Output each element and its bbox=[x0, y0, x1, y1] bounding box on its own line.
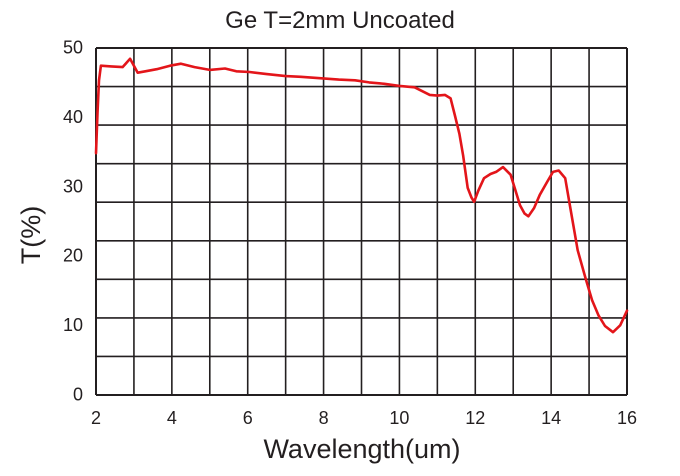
y-axis-ticks: 0 10 20 30 40 50 bbox=[63, 38, 83, 405]
chart-title: Ge T=2mm Uncoated bbox=[225, 7, 455, 34]
x-tick-label: 6 bbox=[243, 408, 253, 428]
x-tick-label: 12 bbox=[465, 408, 485, 428]
y-axis-label: T(%) bbox=[16, 206, 46, 264]
x-tick-label: 16 bbox=[617, 408, 637, 428]
x-tick-label: 10 bbox=[389, 408, 409, 428]
y-tick-label: 0 bbox=[73, 385, 83, 405]
x-tick-label: 14 bbox=[541, 408, 561, 428]
y-tick-label: 40 bbox=[63, 107, 83, 127]
y-tick-label: 30 bbox=[63, 176, 83, 196]
y-tick-label: 50 bbox=[63, 38, 83, 58]
x-axis-label: Wavelength(um) bbox=[263, 434, 460, 464]
x-tick-label: 8 bbox=[319, 408, 329, 428]
y-tick-label: 10 bbox=[63, 315, 83, 335]
y-tick-label: 20 bbox=[63, 246, 83, 266]
x-axis-ticks: 2 4 6 8 10 12 14 16 bbox=[91, 408, 637, 428]
x-tick-label: 4 bbox=[167, 408, 177, 428]
plot-grid bbox=[95, 47, 628, 396]
transmission-curve bbox=[94, 57, 629, 334]
x-tick-label: 2 bbox=[91, 408, 101, 428]
